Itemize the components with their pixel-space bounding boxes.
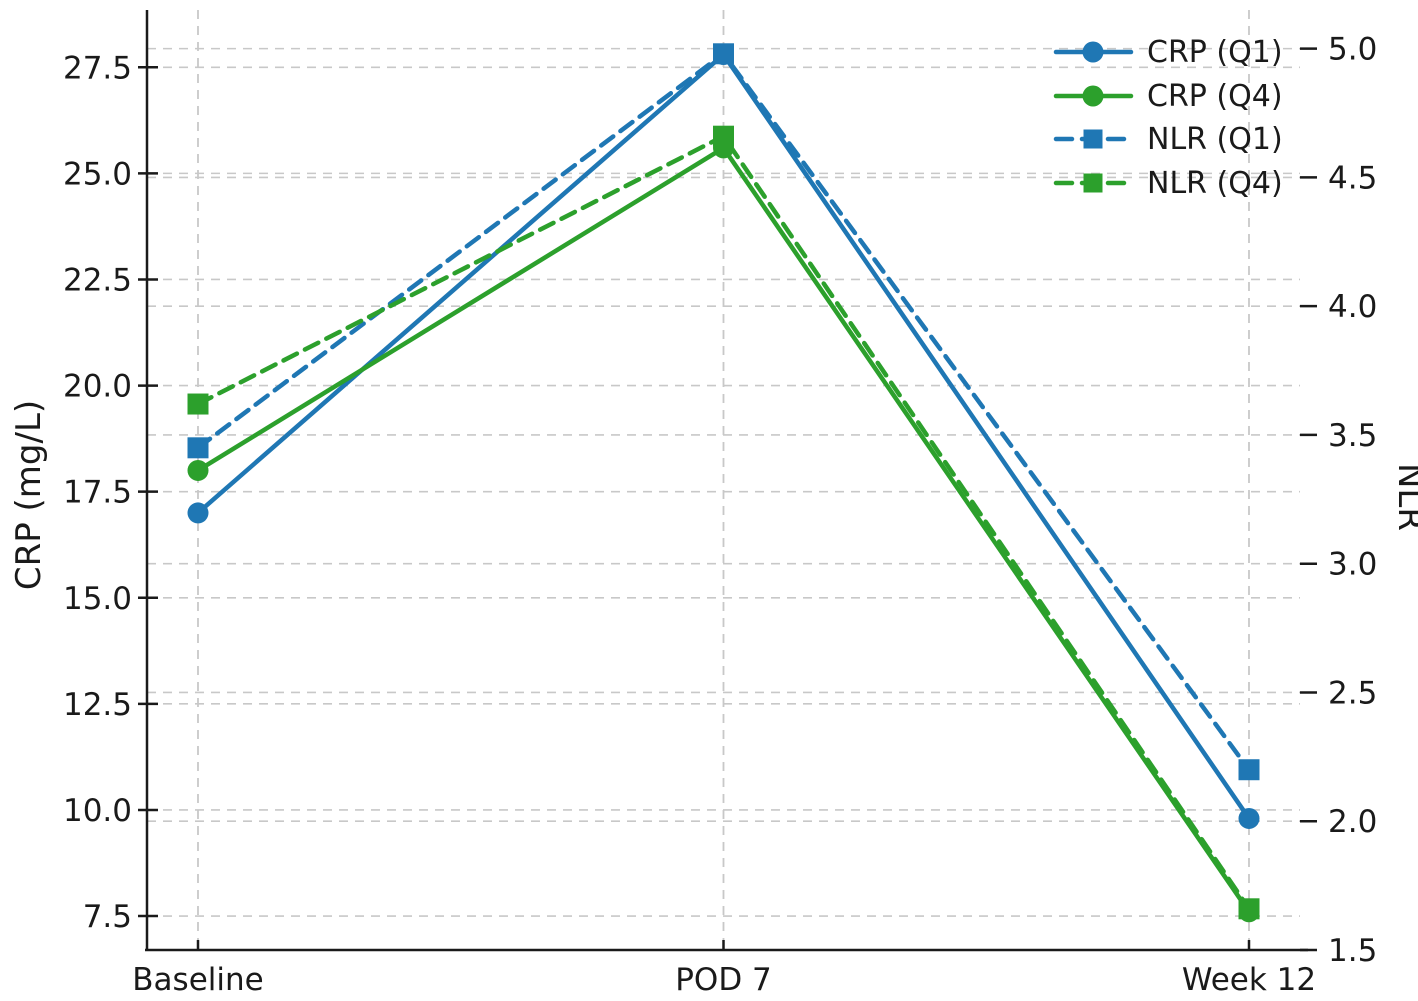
x-tick-label: POD 7 <box>675 962 772 998</box>
right-tick-label: 3.0 <box>1328 547 1377 583</box>
legend-marker-square <box>1083 129 1103 149</box>
legend-label: CRP (Q4) <box>1147 79 1283 114</box>
data-point-circle <box>187 502 209 524</box>
legend-label: NLR (Q1) <box>1147 122 1283 157</box>
right-tick-label: 2.5 <box>1328 675 1377 711</box>
data-point-circle <box>1238 807 1260 829</box>
data-point-square <box>187 437 209 459</box>
data-point-square <box>713 43 734 65</box>
left-tick-label: 22.5 <box>63 262 132 298</box>
left-tick-label: 15.0 <box>63 581 132 617</box>
data-point-square <box>1238 898 1260 920</box>
axes-layer: 7.5 10.0 12.5 15.0 17.5 20.0 22.5 25.0 27.5 1.5 2.… <box>63 10 1377 998</box>
legend-marker-circle <box>1082 85 1104 107</box>
series-layer <box>187 43 1260 923</box>
x-tick-label: Baseline <box>132 962 263 998</box>
left-tick-label: 25.0 <box>63 156 132 192</box>
legend-marker-circle <box>1082 41 1104 63</box>
x-tick-label: Week 12 <box>1182 962 1316 998</box>
right-tick-label: 2.0 <box>1328 804 1377 840</box>
right-axis-title: NLR <box>1390 463 1418 531</box>
left-tick-label: 7.5 <box>83 899 132 935</box>
legend-marker-square <box>1083 173 1103 193</box>
data-point-square <box>713 125 734 147</box>
right-tick-label: 5.0 <box>1328 32 1377 68</box>
right-tick-label: 4.0 <box>1328 289 1377 325</box>
data-point-square <box>187 393 209 415</box>
legend: CRP (Q1) CRP (Q4) NLR (Q1) NLR (Q4) <box>1053 35 1283 201</box>
right-tick-label: 3.5 <box>1328 418 1377 454</box>
left-axis-title: CRP (mg/L) <box>9 400 49 590</box>
left-tick-label: 17.5 <box>63 475 132 511</box>
legend-label: CRP (Q1) <box>1147 35 1283 70</box>
right-tick-label: 1.5 <box>1328 933 1377 969</box>
left-tick-label: 20.0 <box>63 369 132 405</box>
data-point-circle <box>187 459 209 481</box>
left-tick-label: 12.5 <box>63 687 132 723</box>
data-point-square <box>1238 759 1260 781</box>
right-tick-label: 4.5 <box>1328 160 1377 196</box>
left-tick-label: 10.0 <box>63 793 132 829</box>
legend-label: NLR (Q4) <box>1147 166 1283 201</box>
left-tick-label: 27.5 <box>63 50 132 86</box>
